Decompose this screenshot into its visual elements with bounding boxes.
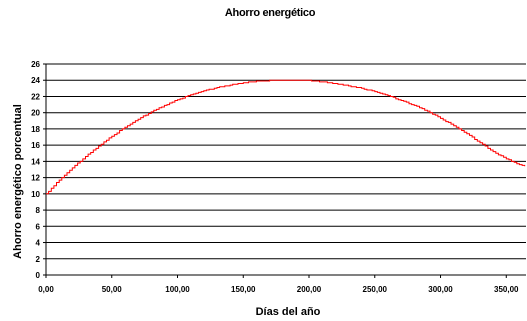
y-tick-label-10: 20 — [31, 109, 40, 118]
x-tick-label-3: 150,00 — [231, 285, 256, 294]
y-tick-label-5: 10 — [31, 190, 40, 199]
y-tick-label-7: 14 — [31, 157, 40, 166]
y-axis-label: Ahorro energético porcentual — [12, 104, 24, 259]
x-axis-ticks: 0,00 50,00 100,00 150,00 200,00 250,00 300,00 3… — [38, 275, 519, 294]
plot-axes — [45, 64, 526, 276]
y-tick-label-3: 6 — [36, 222, 41, 231]
x-tick-label-5: 250,00 — [363, 285, 388, 294]
y-tick-label-2: 4 — [36, 239, 41, 248]
chart-title: Ahorro energético — [224, 7, 316, 19]
y-tick-label-0: 0 — [36, 271, 41, 280]
x-tick-label-0: 0,00 — [38, 285, 54, 294]
y-tick-label-4: 8 — [36, 206, 41, 215]
y-tick-label-11: 22 — [31, 92, 40, 101]
x-tick-label-1: 50,00 — [102, 285, 123, 294]
x-tick-label-6: 300,00 — [428, 285, 453, 294]
y-tick-label-13: 26 — [31, 60, 40, 69]
x-tick-label-7: 350,00 — [494, 285, 519, 294]
y-tick-label-12: 24 — [31, 76, 40, 85]
y-tick-label-6: 12 — [31, 174, 40, 183]
y-tick-label-9: 18 — [31, 125, 40, 134]
y-tick-label-1: 2 — [36, 255, 41, 264]
gridlines — [46, 63, 526, 260]
y-tick-label-8: 16 — [31, 141, 40, 150]
x-axis-label: Días del año — [256, 306, 321, 318]
x-tick-label-4: 200,00 — [297, 285, 322, 294]
x-tick-label-2: 100,00 — [165, 285, 190, 294]
series-group — [46, 79, 526, 195]
series-line-0 — [46, 79, 526, 195]
